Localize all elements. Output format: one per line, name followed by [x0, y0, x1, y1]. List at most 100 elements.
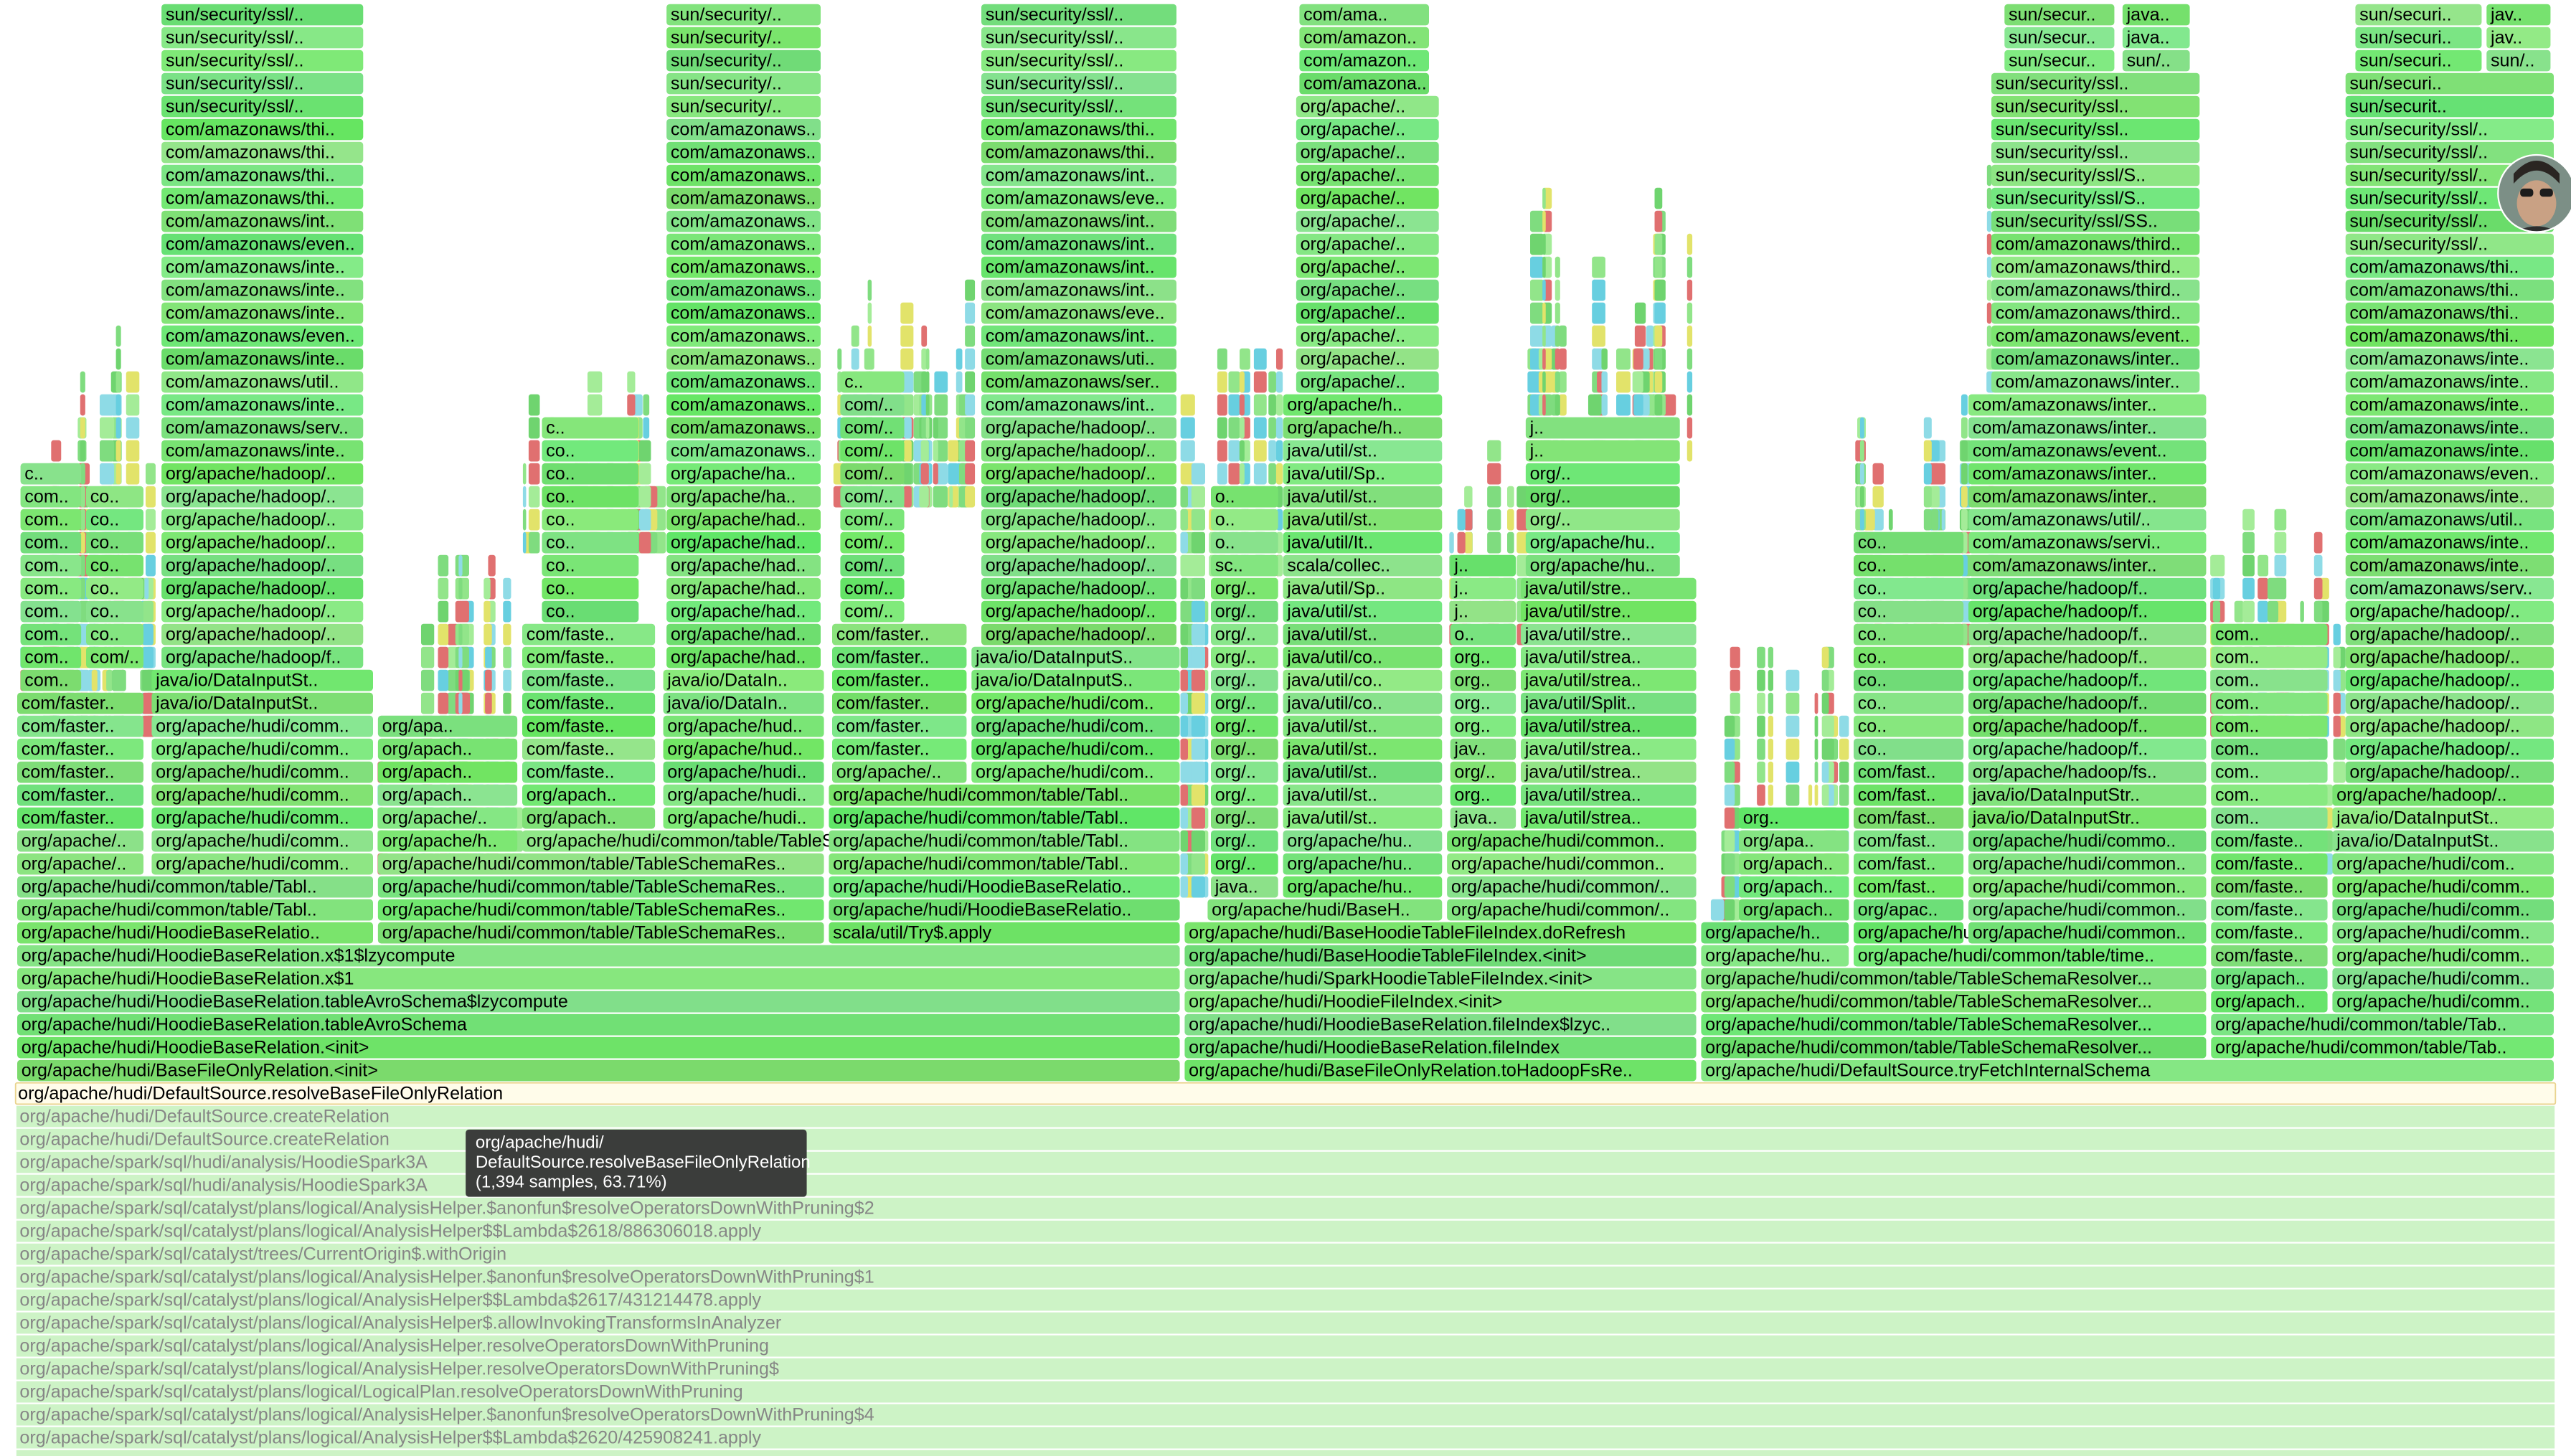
frame[interactable]: [1986, 279, 1992, 301]
frame[interactable]: [981, 210, 1176, 232]
frame[interactable]: [1701, 1013, 2207, 1036]
frame[interactable]: [522, 692, 656, 714]
frame[interactable]: [2211, 991, 2328, 1013]
frame[interactable]: [1521, 784, 1697, 806]
frame[interactable]: [1530, 210, 1544, 232]
frame[interactable]: [1633, 394, 1643, 416]
frame[interactable]: [903, 486, 912, 508]
frame[interactable]: [2211, 1013, 2554, 1036]
frame[interactable]: [1180, 486, 1188, 508]
frame[interactable]: [981, 49, 1176, 72]
frame[interactable]: [1724, 738, 1735, 760]
frame[interactable]: [971, 669, 1180, 691]
frame[interactable]: [1687, 348, 1693, 370]
frame[interactable]: [1991, 118, 2200, 141]
frame[interactable]: [17, 1059, 1180, 1082]
frame[interactable]: [2274, 531, 2287, 554]
frame[interactable]: [1525, 417, 1680, 439]
frame[interactable]: [867, 302, 872, 324]
frame[interactable]: [2211, 830, 2328, 852]
frame[interactable]: [458, 600, 463, 623]
frame[interactable]: [981, 118, 1176, 141]
frame[interactable]: [925, 394, 930, 416]
frame[interactable]: [832, 738, 967, 760]
frame[interactable]: [1299, 4, 1429, 26]
frame[interactable]: [1211, 692, 1278, 714]
frame[interactable]: [1687, 279, 1693, 301]
frame[interactable]: [666, 577, 821, 600]
frame[interactable]: [965, 463, 976, 485]
frame[interactable]: [161, 95, 364, 118]
frame[interactable]: [981, 141, 1176, 164]
frame[interactable]: [377, 899, 824, 921]
frame[interactable]: [1217, 348, 1227, 370]
frame[interactable]: [1542, 187, 1546, 209]
frame-selected[interactable]: [14, 1082, 2557, 1105]
frame[interactable]: [1968, 486, 2207, 508]
frame[interactable]: [1991, 348, 2200, 370]
frame[interactable]: [1180, 669, 1188, 691]
frame-faded[interactable]: [16, 1266, 2555, 1288]
frame[interactable]: [1296, 325, 1439, 347]
frame[interactable]: [1968, 761, 2207, 783]
frame[interactable]: [832, 646, 967, 668]
frame[interactable]: [1211, 600, 1278, 623]
frame[interactable]: [829, 922, 1180, 944]
frame[interactable]: [1180, 531, 1188, 554]
frame[interactable]: [666, 233, 821, 255]
frame[interactable]: [1253, 371, 1267, 393]
frame[interactable]: [1530, 302, 1544, 324]
frame[interactable]: [1991, 233, 2200, 255]
frame[interactable]: [1968, 692, 2207, 714]
frame[interactable]: [666, 118, 821, 141]
frame[interactable]: [1616, 371, 1631, 393]
frame[interactable]: [161, 394, 364, 416]
frame[interactable]: [1211, 830, 1278, 852]
frame[interactable]: [1854, 761, 1964, 783]
frame[interactable]: [666, 600, 821, 623]
frame[interactable]: [1283, 463, 1443, 485]
frame[interactable]: [2211, 968, 2328, 990]
frame[interactable]: [2333, 623, 2341, 646]
frame[interactable]: [1854, 738, 1964, 760]
frame[interactable]: [1296, 141, 1439, 164]
frame[interactable]: [666, 210, 821, 232]
frame[interactable]: [1961, 394, 1968, 416]
frame[interactable]: [1180, 830, 1188, 852]
frame[interactable]: [1968, 738, 2207, 760]
frame[interactable]: [1211, 761, 1278, 783]
frame[interactable]: [638, 531, 651, 554]
frame[interactable]: [921, 417, 928, 439]
frame[interactable]: [1739, 807, 1849, 829]
frame[interactable]: [1872, 463, 1884, 485]
frame[interactable]: [666, 623, 821, 646]
frame[interactable]: [2332, 968, 2554, 990]
frame[interactable]: [829, 830, 1180, 852]
frame[interactable]: [503, 692, 511, 714]
frame[interactable]: [1211, 577, 1278, 600]
frame[interactable]: [663, 784, 824, 806]
frame[interactable]: [2486, 27, 2551, 49]
frame[interactable]: [161, 256, 364, 278]
frame[interactable]: [1191, 486, 1205, 508]
frame[interactable]: [1968, 623, 2207, 646]
frame[interactable]: [666, 417, 821, 439]
frame[interactable]: [161, 233, 364, 255]
frame[interactable]: [438, 554, 449, 577]
frame[interactable]: [2258, 600, 2269, 623]
frame[interactable]: [1757, 784, 1765, 806]
frame[interactable]: [1268, 394, 1276, 416]
frame[interactable]: [2345, 531, 2554, 554]
frame[interactable]: [2486, 49, 2551, 72]
frame[interactable]: [528, 531, 540, 554]
frame[interactable]: [920, 486, 929, 508]
frame[interactable]: [1450, 646, 1516, 668]
frame[interactable]: [2004, 27, 2115, 49]
frame[interactable]: [933, 440, 938, 462]
frame[interactable]: [1299, 27, 1429, 49]
frame[interactable]: [503, 669, 511, 691]
frame[interactable]: [1968, 876, 2207, 898]
frame[interactable]: [1757, 692, 1765, 714]
frame[interactable]: [1968, 531, 2207, 554]
frame[interactable]: [1923, 486, 1932, 508]
